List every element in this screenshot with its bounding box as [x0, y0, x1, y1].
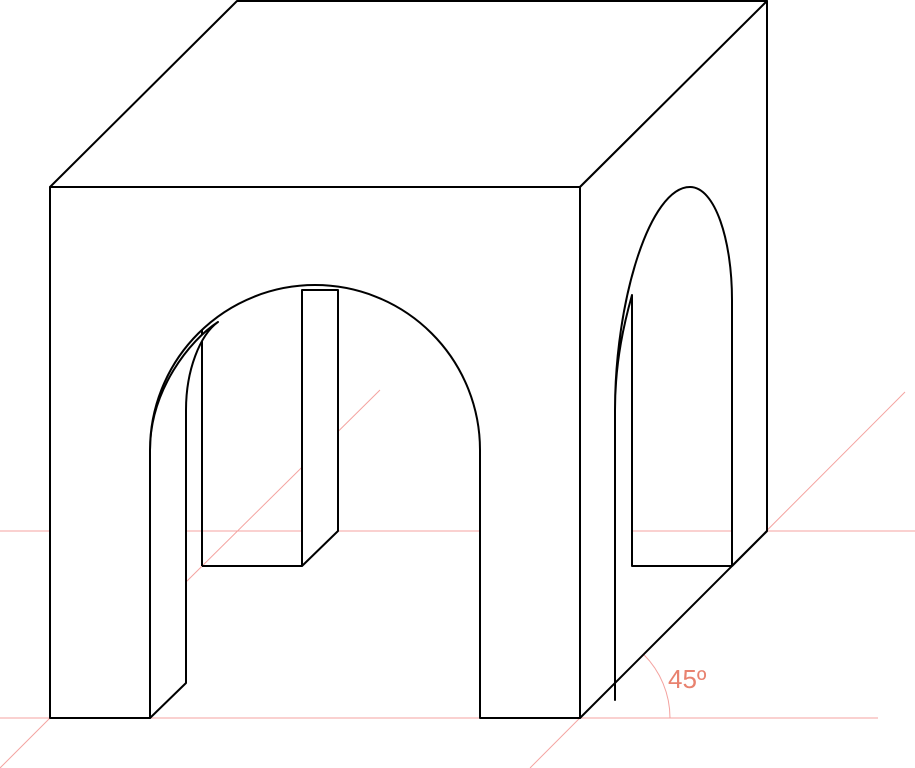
front-face: [49, 186, 581, 719]
cube: [49, 0, 768, 719]
angle-arc: [643, 654, 671, 719]
guide-line: [184, 389, 381, 584]
inner-pillar: [201, 289, 339, 567]
edge: [731, 530, 768, 567]
angle-label: 45º: [668, 664, 707, 694]
guide-line: [0, 717, 51, 768]
